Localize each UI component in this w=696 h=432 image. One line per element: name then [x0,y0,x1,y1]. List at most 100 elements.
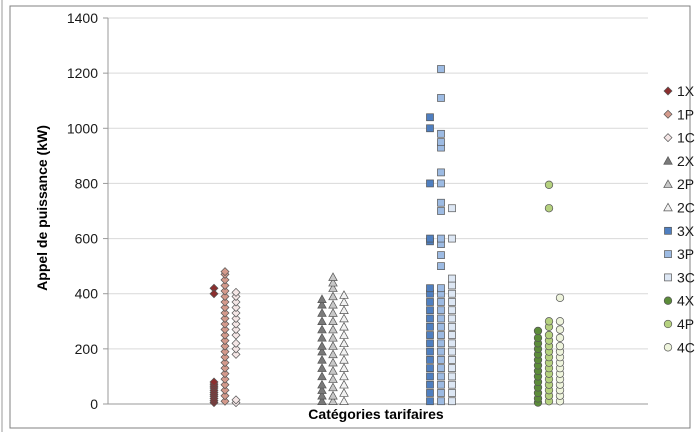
point-1P [220,396,230,406]
point-2X [317,332,327,342]
point-3P [437,314,445,323]
point-1P [220,347,230,357]
point-1P [220,330,230,340]
legend-label-2P: 2P [677,176,694,192]
point-3C [448,306,456,315]
point-3P [437,306,445,315]
point-4C [555,341,565,351]
data-points [209,65,565,408]
point-1P [220,297,230,307]
point-2P [328,374,338,383]
point-4X [533,326,543,336]
point-3P [437,207,445,215]
legend-marker-3P [664,250,672,258]
point-1C [231,297,241,307]
point-1P [220,291,230,301]
point-1P [220,385,230,395]
point-3C [448,281,456,290]
point-3P [437,372,445,381]
point-2P [328,283,338,292]
gridlines [108,17,648,350]
point-3P [437,94,445,102]
legend-marker-1C [663,133,673,143]
point-2P [328,396,338,405]
point-1P [220,275,230,285]
legend-label-2C: 2C [677,200,695,216]
point-3X [426,124,434,133]
point-3P [437,356,445,364]
point-3P [437,138,445,146]
point-1P [220,286,230,296]
point-1C [231,344,241,354]
point-3X [426,380,434,389]
legend-marker-4P [663,319,673,329]
point-2P [328,332,338,342]
point-3C [448,339,456,348]
point-2X [317,346,327,356]
point-2X [317,294,327,303]
legend-label-1C: 1C [677,130,695,146]
point-3P [437,339,445,348]
point-4P [544,180,554,189]
point-3P [437,198,445,207]
legend-label-4C: 4C [677,339,695,355]
point-3C [448,397,456,406]
y-tick-label: 0 [90,396,98,412]
point-1X [209,377,219,387]
point-3X [426,372,434,381]
point-2P [328,349,338,359]
y-axis-ticks: 0 200 400 600 800 1000 1200 1400 [67,10,108,412]
point-3X [426,306,434,315]
point-2P [328,365,338,375]
point-2C [339,313,349,323]
point-3X [426,356,434,364]
point-3C [448,314,456,323]
y-tick-label: 600 [75,231,99,247]
legend-marker-2C [663,202,673,212]
point-3P [437,389,445,397]
point-1P [220,391,230,401]
point-3X [426,339,434,348]
point-2P [328,390,338,400]
point-1C [231,330,241,340]
point-1P [220,369,230,379]
legend-marker-4X [663,296,673,305]
legend-label-4P: 4P [677,316,694,332]
point-2C [339,290,349,299]
point-3X [426,331,434,339]
point-3C [448,204,456,213]
y-tick-label: 400 [75,286,99,302]
point-4P [544,330,554,340]
legend-marker-3X [664,226,672,235]
legend-label-3C: 3C [677,269,695,285]
point-3C [448,372,456,381]
point-4C [555,325,565,334]
point-1P [220,314,230,324]
y-axis-title: Appel de puissance (kW) [34,125,50,291]
point-2P [328,382,338,392]
point-2P [328,308,338,317]
point-2X [317,390,327,400]
point-3X [426,284,434,293]
point-2P [328,277,338,287]
point-1P [220,325,230,335]
point-3X [426,113,434,122]
point-2C [339,363,349,372]
point-1P [220,280,230,290]
point-2X [317,385,327,394]
point-3C [448,234,456,243]
point-2P [328,357,338,367]
point-2P [328,291,338,301]
point-3P [437,129,445,138]
point-3X [426,347,434,356]
legend-label-3P: 3P [677,246,694,262]
point-3P [437,284,445,293]
point-3P [437,234,445,243]
point-3P [437,364,445,373]
point-2P [328,316,338,325]
point-1P [220,380,230,390]
point-3P [437,298,445,306]
y-tick-label: 1000 [67,120,98,136]
point-1C [231,287,241,297]
